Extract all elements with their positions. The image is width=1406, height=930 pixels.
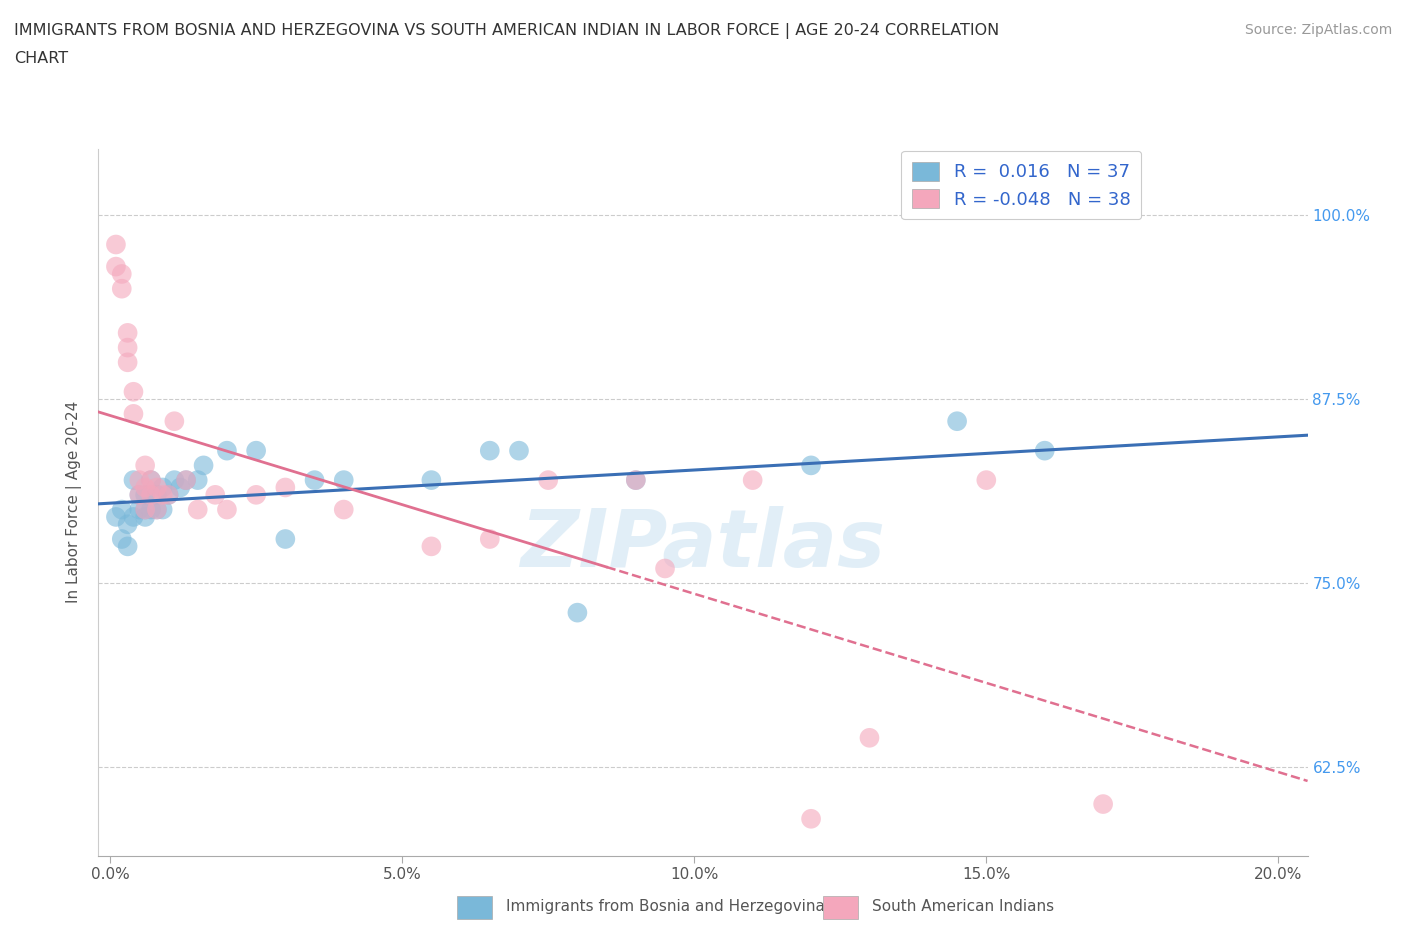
Point (128, 487, 150, 502)
Point (117, 340, 139, 355)
Point (139, 472, 162, 487)
Point (146, 502, 169, 517)
Y-axis label: In Labor Force | Age 20-24: In Labor Force | Age 20-24 (66, 401, 82, 604)
Point (146, 487, 169, 502)
Point (146, 502, 169, 517)
Point (163, 414, 186, 429)
Point (134, 458, 156, 472)
Point (274, 480, 297, 495)
Point (478, 444, 501, 458)
Point (974, 472, 997, 487)
Point (152, 487, 174, 502)
Point (624, 472, 647, 487)
Point (624, 472, 647, 487)
Point (187, 502, 209, 517)
Point (157, 487, 180, 502)
Point (104, 259, 127, 274)
Point (654, 561, 676, 576)
Point (304, 472, 326, 487)
Point (111, 267, 134, 282)
Point (134, 502, 156, 517)
Point (420, 472, 443, 487)
Point (215, 444, 238, 458)
Point (420, 538, 443, 553)
Point (741, 472, 763, 487)
Point (478, 532, 501, 547)
Point (1033, 444, 1056, 458)
Point (274, 532, 297, 547)
Text: Source: ZipAtlas.com: Source: ZipAtlas.com (1244, 23, 1392, 37)
Point (946, 414, 969, 429)
Text: IMMIGRANTS FROM BOSNIA AND HERZEGOVINA VS SOUTH AMERICAN INDIAN IN LABOR FORCE |: IMMIGRANTS FROM BOSNIA AND HERZEGOVINA V… (14, 23, 1000, 39)
Point (139, 487, 162, 502)
Text: Immigrants from Bosnia and Herzegovina: Immigrants from Bosnia and Herzegovina (506, 899, 825, 914)
Point (174, 472, 197, 487)
Point (128, 502, 150, 517)
Point (117, 517, 139, 532)
Point (134, 487, 156, 502)
Point (122, 510, 145, 525)
Point (122, 406, 145, 421)
Point (193, 458, 215, 472)
Point (139, 502, 162, 517)
Point (111, 502, 134, 517)
Text: South American Indians: South American Indians (872, 899, 1054, 914)
Point (245, 487, 267, 502)
Point (134, 510, 156, 525)
Point (858, 730, 880, 745)
Legend: R =  0.016   N = 37, R = -0.048   N = 38: R = 0.016 N = 37, R = -0.048 N = 38 (901, 151, 1142, 219)
Text: CHART: CHART (14, 51, 67, 66)
Point (169, 480, 191, 495)
Point (122, 384, 145, 399)
Point (204, 487, 226, 502)
Point (187, 472, 209, 487)
Point (117, 355, 139, 370)
Point (117, 326, 139, 340)
Point (332, 472, 354, 487)
Point (128, 472, 150, 487)
Point (800, 811, 823, 826)
Point (215, 502, 238, 517)
Point (332, 502, 354, 517)
Point (163, 472, 186, 487)
Point (104, 237, 127, 252)
Point (800, 458, 823, 472)
Point (122, 472, 145, 487)
Point (146, 480, 169, 495)
Point (174, 472, 197, 487)
Point (567, 605, 589, 620)
Point (111, 281, 134, 296)
Point (139, 472, 162, 487)
Point (508, 444, 530, 458)
Point (152, 480, 174, 495)
Point (245, 444, 267, 458)
Point (152, 502, 174, 517)
Point (134, 480, 156, 495)
Point (128, 487, 150, 502)
Point (104, 510, 127, 525)
Point (157, 487, 180, 502)
Point (111, 532, 134, 547)
Point (537, 472, 560, 487)
Point (1092, 797, 1115, 812)
Point (117, 538, 139, 553)
Point (134, 502, 156, 517)
Text: ZIPatlas: ZIPatlas (520, 506, 886, 584)
